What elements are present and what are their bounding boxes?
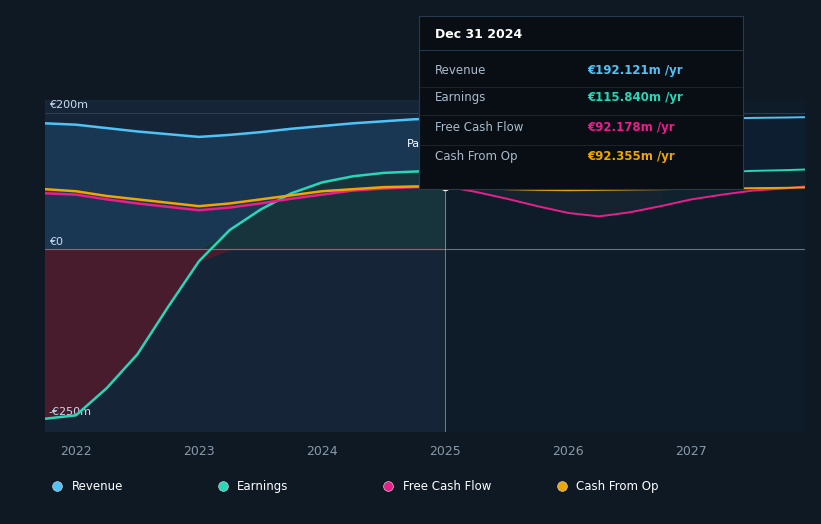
Text: €192.121m /yr: €192.121m /yr bbox=[587, 64, 683, 77]
Text: Earnings: Earnings bbox=[435, 91, 486, 104]
Text: Past: Past bbox=[407, 139, 430, 149]
Text: Cash From Op: Cash From Op bbox=[576, 480, 658, 493]
Text: Dec 31 2024: Dec 31 2024 bbox=[435, 28, 522, 41]
Text: Free Cash Flow: Free Cash Flow bbox=[402, 480, 491, 493]
Text: €92.355m /yr: €92.355m /yr bbox=[587, 150, 675, 163]
Text: Free Cash Flow: Free Cash Flow bbox=[435, 121, 523, 134]
Text: -€250m: -€250m bbox=[48, 407, 92, 417]
Text: €92.178m /yr: €92.178m /yr bbox=[587, 121, 675, 134]
Text: €0: €0 bbox=[48, 237, 63, 247]
Text: Earnings: Earnings bbox=[237, 480, 288, 493]
Text: Analysts Forecasts: Analysts Forecasts bbox=[457, 139, 561, 149]
Text: €115.840m /yr: €115.840m /yr bbox=[587, 91, 683, 104]
Text: €200m: €200m bbox=[48, 101, 88, 111]
Bar bbox=[45, 100, 445, 432]
Text: Cash From Op: Cash From Op bbox=[435, 150, 517, 163]
Text: Revenue: Revenue bbox=[435, 64, 486, 77]
Bar bbox=[445, 100, 805, 432]
Text: Revenue: Revenue bbox=[71, 480, 123, 493]
